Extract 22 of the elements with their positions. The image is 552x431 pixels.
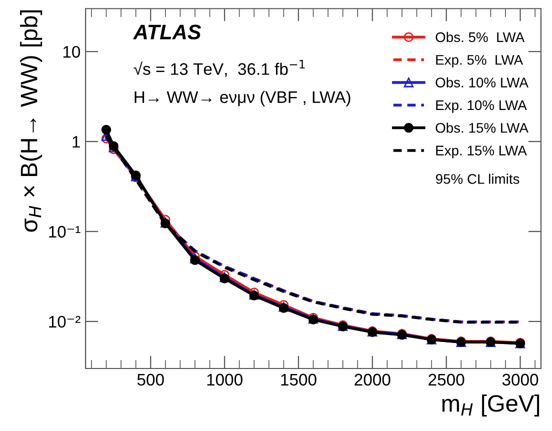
annotation: H→ WW→ eνμν (VBF , LWA)	[134, 90, 350, 106]
y-tick-label: 10⁻¹	[49, 226, 80, 238]
y-axis-title: σ$_{H}$ × B(H→ WW) [pb]	[20, 10, 42, 232]
y-tick-label: 10⁻²	[49, 316, 80, 328]
y-tick-label: 10	[63, 46, 80, 58]
x-axis-title: m$_{H}$ [GeV]	[442, 394, 540, 416]
x-tick-label: 1500	[281, 374, 316, 386]
legend-label: Obs. 10% LWA	[436, 77, 528, 88]
x-tick-label: 1000	[207, 374, 242, 386]
x-tick-label: 3000	[502, 374, 538, 386]
y-tick-label: 1	[72, 136, 80, 148]
x-tick-label: 2500	[428, 374, 464, 386]
annotation: ATLAS	[132, 24, 202, 40]
legend-label: Exp. 5% LWA	[436, 55, 524, 68]
legend-label: Exp. 10% LWA	[436, 100, 527, 113]
legend-label: Obs. 5% LWA	[436, 32, 525, 42]
annotation: √s = 13 TeV, 36.1 fb$^{−1}$	[134, 60, 305, 77]
x-tick-label: 500	[137, 374, 164, 386]
legend-label: Exp. 15% LWA	[436, 146, 527, 158]
x-tick-label: 2000	[354, 374, 390, 386]
legend-label: Obs. 15% LWA	[436, 122, 528, 133]
annotation: 95% CL limits	[436, 174, 520, 184]
